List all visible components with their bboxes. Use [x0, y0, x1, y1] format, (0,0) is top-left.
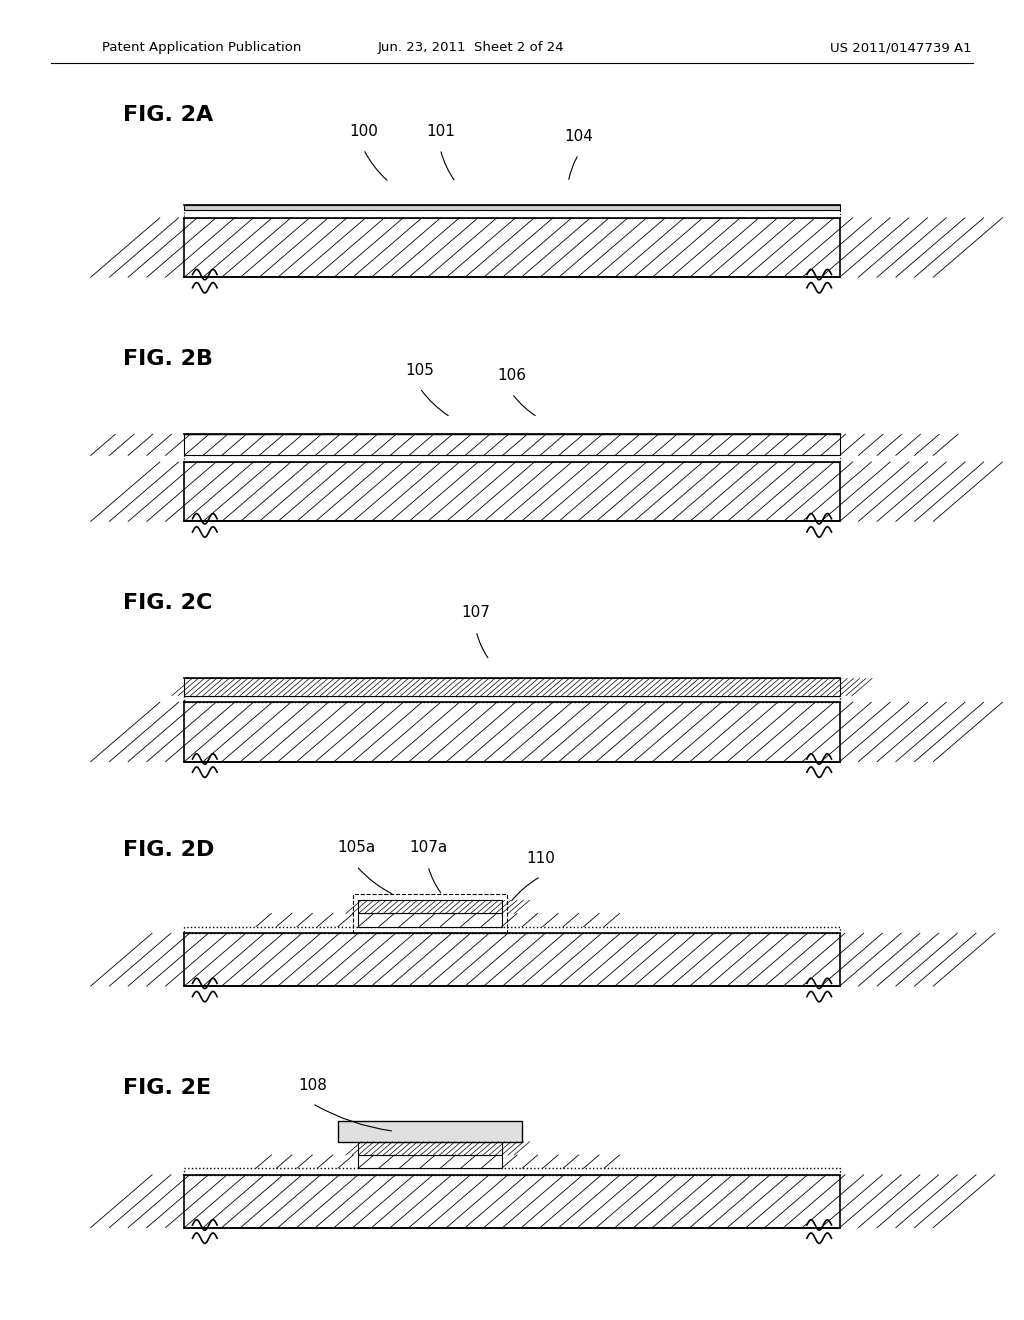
- Text: 105a: 105a: [337, 841, 376, 855]
- Text: US 2011/0147739 A1: US 2011/0147739 A1: [830, 41, 972, 54]
- Text: 106: 106: [498, 368, 526, 383]
- FancyBboxPatch shape: [358, 1155, 502, 1168]
- Bar: [353, 894, 507, 933]
- FancyBboxPatch shape: [184, 218, 840, 277]
- FancyBboxPatch shape: [184, 702, 840, 762]
- Text: Jun. 23, 2011  Sheet 2 of 24: Jun. 23, 2011 Sheet 2 of 24: [378, 41, 564, 54]
- Text: 110: 110: [526, 851, 555, 866]
- Text: 104: 104: [564, 129, 593, 144]
- Text: 108: 108: [298, 1078, 327, 1093]
- Text: Patent Application Publication: Patent Application Publication: [102, 41, 302, 54]
- FancyBboxPatch shape: [184, 696, 840, 702]
- Text: 100: 100: [349, 124, 378, 139]
- Text: 107: 107: [462, 606, 490, 620]
- Text: 101: 101: [426, 124, 455, 139]
- FancyBboxPatch shape: [338, 1121, 522, 1142]
- Text: FIG. 2E: FIG. 2E: [123, 1077, 211, 1098]
- Text: FIG. 2B: FIG. 2B: [123, 348, 213, 370]
- FancyBboxPatch shape: [184, 462, 840, 521]
- Text: 107a: 107a: [409, 841, 447, 855]
- Bar: [358, 900, 502, 913]
- FancyBboxPatch shape: [184, 434, 840, 455]
- Bar: [184, 678, 840, 696]
- Text: FIG. 2D: FIG. 2D: [123, 840, 214, 861]
- FancyBboxPatch shape: [184, 1168, 840, 1175]
- Text: 105: 105: [406, 363, 434, 378]
- FancyBboxPatch shape: [184, 933, 840, 986]
- FancyBboxPatch shape: [184, 1175, 840, 1228]
- FancyBboxPatch shape: [184, 210, 840, 218]
- FancyBboxPatch shape: [184, 455, 840, 462]
- FancyBboxPatch shape: [184, 927, 840, 933]
- FancyBboxPatch shape: [184, 205, 840, 210]
- FancyBboxPatch shape: [358, 913, 502, 927]
- Text: FIG. 2C: FIG. 2C: [123, 593, 212, 614]
- Text: FIG. 2A: FIG. 2A: [123, 104, 213, 125]
- Bar: [358, 1142, 502, 1155]
